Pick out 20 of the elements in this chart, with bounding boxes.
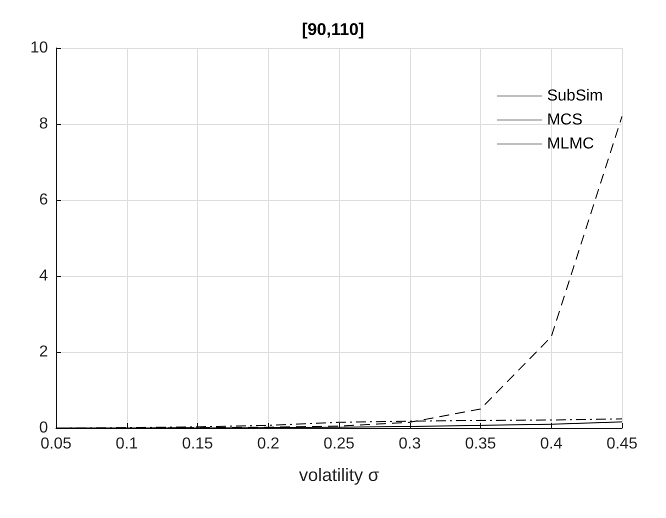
y-tick-label: 0 [39,420,48,436]
x-tick-label: 0.35 [464,436,496,452]
x-tick-label: 0.05 [40,436,72,452]
x-tick-label: 0.25 [323,436,355,452]
x-tick-label: 0.15 [182,436,214,452]
x-tick-label: 0.1 [116,436,138,452]
legend-label: SubSim [546,88,604,104]
x-tick-label: 0.4 [540,436,562,452]
y-tick-label: 10 [30,40,48,56]
x-tick-label: 0.2 [257,436,280,452]
y-tick-label: 8 [39,116,48,132]
legend-label: MLMC [546,136,594,152]
y-tick-label: 2 [39,344,48,360]
x-axis-title: volatility σ [298,465,380,485]
legend-label: MCS [546,112,583,128]
y-tick-label: 4 [39,268,48,284]
chart-title: [90,110] [302,20,364,39]
x-tick-label: 0.3 [398,436,421,452]
x-tick-label: 0.45 [606,436,638,452]
y-tick-label: 6 [39,192,48,208]
